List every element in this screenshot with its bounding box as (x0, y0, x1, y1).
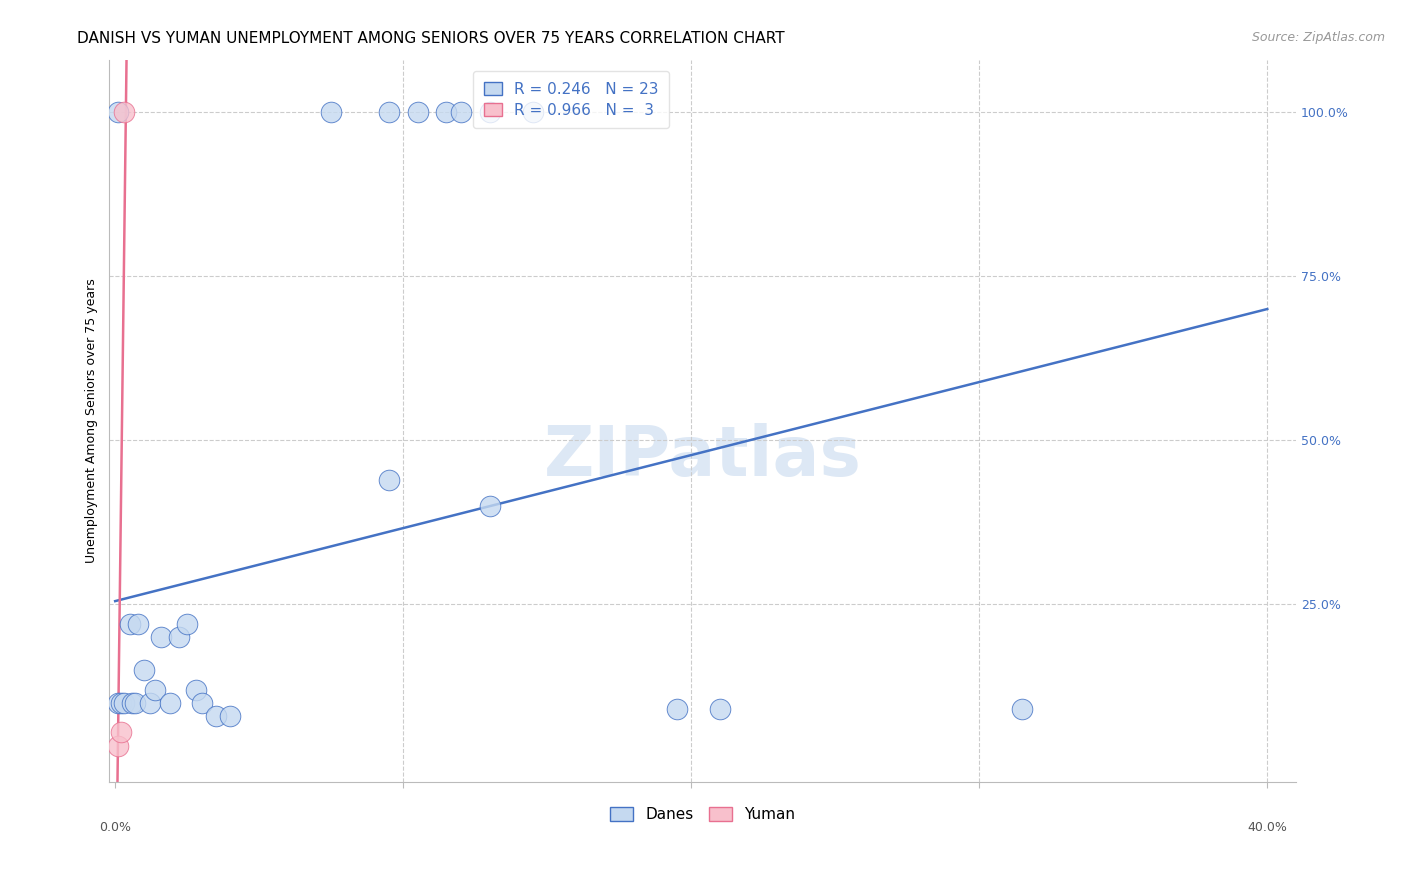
Point (478, 499, 501, 513)
Point (205, 709, 228, 723)
Point (121, 696, 143, 710)
Point (378, 105, 401, 120)
Point (145, 682, 167, 697)
Point (709, 702, 731, 716)
Point (138, 696, 160, 710)
Text: ZIPatlas: ZIPatlas (544, 423, 862, 491)
Point (522, 105, 544, 120)
Point (112, 105, 135, 120)
Point (132, 663, 155, 677)
Point (450, 105, 472, 120)
Point (184, 682, 207, 697)
Point (219, 709, 242, 723)
Point (190, 696, 212, 710)
Point (127, 617, 149, 632)
Point (176, 617, 198, 632)
Text: DANISH VS YUMAN UNEMPLOYMENT AMONG SENIORS OVER 75 YEARS CORRELATION CHART: DANISH VS YUMAN UNEMPLOYMENT AMONG SENIO… (77, 31, 785, 46)
Y-axis label: Unemployment Among Seniors over 75 years: Unemployment Among Seniors over 75 years (86, 278, 98, 563)
Point (665, 702, 688, 716)
Legend: Danes, Yuman: Danes, Yuman (605, 801, 801, 828)
Text: Source: ZipAtlas.com: Source: ZipAtlas.com (1251, 31, 1385, 45)
Point (1011, 702, 1033, 716)
Point (159, 696, 181, 710)
Point (107, 739, 129, 753)
Point (112, 696, 135, 710)
Point (321, 105, 343, 120)
Point (124, 696, 146, 710)
Point (434, 105, 457, 120)
Point (107, 696, 129, 710)
Point (107, 105, 129, 120)
Point (110, 696, 132, 710)
Text: 0.0%: 0.0% (100, 822, 131, 834)
Point (406, 105, 429, 120)
Point (150, 630, 173, 644)
Point (110, 725, 132, 739)
Point (478, 105, 501, 120)
Point (378, 473, 401, 487)
Point (167, 630, 190, 644)
Point (118, 617, 141, 632)
Text: 40.0%: 40.0% (1247, 822, 1288, 834)
